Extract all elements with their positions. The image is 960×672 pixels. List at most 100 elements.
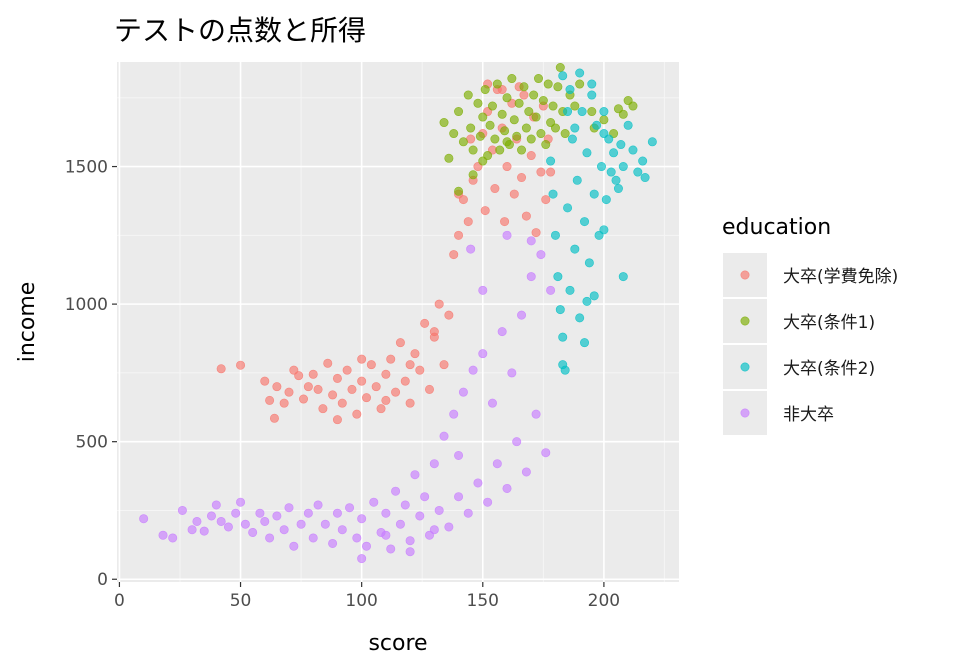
data-point <box>177 505 187 515</box>
data-point <box>555 305 565 315</box>
y-tick-label: 500 <box>76 433 108 453</box>
data-point <box>555 63 565 73</box>
data-point <box>255 508 265 518</box>
data-point <box>248 527 258 537</box>
data-point <box>596 162 606 172</box>
data-point <box>587 90 597 100</box>
data-point <box>606 167 616 177</box>
data-point <box>362 393 372 403</box>
data-point <box>570 123 580 133</box>
data-point <box>444 310 454 320</box>
data-point <box>236 360 246 370</box>
data-point <box>524 107 534 117</box>
data-point <box>531 409 541 419</box>
data-point <box>502 230 512 240</box>
data-point <box>444 522 454 532</box>
series-0 <box>216 79 556 425</box>
data-point <box>502 93 512 103</box>
data-point <box>405 547 415 557</box>
data-point <box>526 134 536 144</box>
data-point <box>381 395 391 405</box>
data-point <box>478 349 488 359</box>
major-gridlines <box>117 62 679 582</box>
data-point <box>323 358 333 368</box>
data-point <box>395 519 405 529</box>
x-tick-label: 150 <box>467 591 499 611</box>
data-point <box>240 519 250 529</box>
data-point <box>265 533 275 543</box>
data-point <box>313 500 323 510</box>
data-point <box>439 360 449 370</box>
data-point <box>328 390 338 400</box>
data-point <box>454 107 464 117</box>
data-point <box>463 90 473 100</box>
data-point <box>487 398 497 408</box>
y-tick-label: 1500 <box>65 158 108 178</box>
data-point <box>531 228 541 238</box>
data-point <box>582 148 592 158</box>
data-point <box>495 145 505 155</box>
data-point <box>313 384 323 394</box>
data-point <box>328 538 338 548</box>
data-point <box>381 530 391 540</box>
data-point <box>589 291 599 301</box>
data-point <box>599 129 609 139</box>
data-point <box>541 140 551 150</box>
data-point <box>192 516 202 526</box>
data-point <box>199 526 209 536</box>
data-point <box>480 206 490 216</box>
data-point <box>521 211 531 221</box>
data-point <box>449 409 459 419</box>
data-point <box>638 156 648 166</box>
y-axis-title: income <box>15 282 40 363</box>
data-point <box>546 156 556 166</box>
data-point <box>369 497 379 507</box>
data-point <box>609 148 619 158</box>
data-point <box>572 175 582 185</box>
data-point <box>526 272 536 282</box>
legend-label: 大卒(学費免除) <box>783 267 898 287</box>
data-point <box>480 85 490 95</box>
legend-label: 大卒(条件1) <box>783 313 875 333</box>
data-point <box>492 79 502 89</box>
legend-label: 大卒(条件2) <box>783 359 875 379</box>
data-point <box>502 483 512 493</box>
data-point <box>216 516 226 526</box>
data-point <box>599 107 609 117</box>
legend-item: 大卒(学費免除) <box>723 253 898 297</box>
data-point <box>320 519 330 529</box>
data-point <box>521 123 531 133</box>
y-tick-label: 1000 <box>65 295 108 315</box>
data-point <box>509 115 519 125</box>
data-point <box>187 525 197 535</box>
data-point <box>558 332 568 342</box>
data-point <box>272 511 282 521</box>
data-point <box>565 85 575 95</box>
data-point <box>485 120 495 130</box>
data-point <box>599 115 609 125</box>
data-point <box>526 236 536 246</box>
data-point <box>490 134 500 144</box>
data-point <box>582 296 592 306</box>
data-point <box>507 368 517 378</box>
data-point <box>500 217 510 227</box>
minor-gridlines <box>117 62 679 582</box>
x-axis: 0 50 100 150 200 <box>114 582 620 611</box>
data-point <box>560 129 570 139</box>
data-point <box>211 500 221 510</box>
data-point <box>618 109 628 119</box>
data-point <box>536 167 546 177</box>
data-point <box>468 145 478 155</box>
data-point <box>589 189 599 199</box>
data-point <box>357 354 367 364</box>
data-point <box>618 272 628 282</box>
data-point <box>294 371 304 381</box>
data-point <box>468 365 478 375</box>
data-point <box>429 327 439 337</box>
data-point <box>272 382 282 392</box>
data-point <box>497 327 507 337</box>
series-1 <box>439 63 638 196</box>
data-point <box>543 79 553 89</box>
data-point <box>458 387 468 397</box>
data-point <box>405 398 415 408</box>
